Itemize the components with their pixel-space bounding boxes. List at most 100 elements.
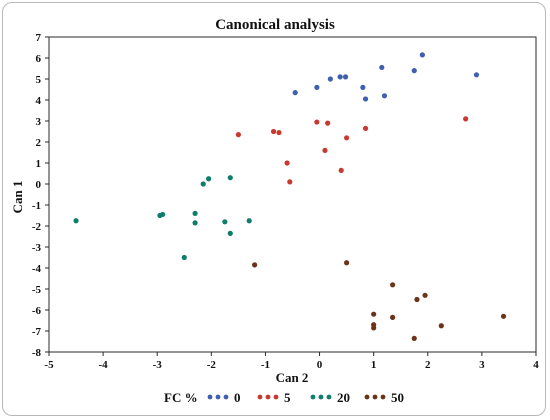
y-tick-label: -2 xyxy=(32,221,42,233)
y-tick-label: 1 xyxy=(36,158,42,170)
data-point xyxy=(390,282,396,288)
data-point xyxy=(360,84,366,90)
legend: FC % 0 5 20 50 xyxy=(164,390,404,405)
data-point xyxy=(322,147,328,153)
legend-marker xyxy=(223,394,229,400)
data-point xyxy=(235,132,241,138)
data-point xyxy=(362,96,369,102)
y-tick-label: 2 xyxy=(36,137,42,149)
y-tick-label: -3 xyxy=(32,242,42,254)
data-point xyxy=(473,72,480,78)
x-tick-label: -2 xyxy=(207,359,217,371)
x-tick-label: -4 xyxy=(99,359,109,371)
data-point xyxy=(379,64,385,71)
data-point xyxy=(270,128,277,135)
data-point xyxy=(227,175,233,181)
data-point xyxy=(414,296,420,303)
legend-marker xyxy=(273,394,279,400)
legend-entry-5: 5 xyxy=(257,390,291,405)
x-tick-label: 0 xyxy=(317,359,323,371)
y-tick-label: 5 xyxy=(36,74,42,86)
series-0 xyxy=(292,52,480,102)
data-point xyxy=(500,313,507,319)
x-tick-label: -1 xyxy=(261,359,270,371)
y-tick-label: 6 xyxy=(36,53,42,65)
x-tick-label: -3 xyxy=(153,359,163,371)
y-tick-label: -1 xyxy=(32,200,41,212)
data-point xyxy=(292,90,298,96)
data-point xyxy=(419,52,425,58)
data-point xyxy=(422,292,428,298)
y-tick-label: 0 xyxy=(36,179,42,191)
data-point xyxy=(381,93,388,99)
x-tick-label: 1 xyxy=(371,359,377,371)
legend-marker xyxy=(380,394,386,400)
legend-marker xyxy=(215,394,221,400)
plot-area xyxy=(48,36,537,353)
data-point xyxy=(246,218,252,224)
legend-title: FC % xyxy=(164,390,198,405)
data-point xyxy=(342,74,349,80)
data-point xyxy=(327,76,333,82)
data-points xyxy=(73,52,507,341)
data-point xyxy=(222,219,228,225)
data-point xyxy=(371,311,377,317)
data-point xyxy=(314,119,320,125)
x-axis: -5 -4 -3 -2 -1 0 1 2 3 4 xyxy=(44,352,539,371)
data-point xyxy=(463,116,469,122)
legend-marker xyxy=(265,394,271,400)
data-point xyxy=(314,84,320,90)
legend-marker xyxy=(257,394,263,400)
y-tick-label: 4 xyxy=(36,95,42,107)
legend-marker xyxy=(207,394,213,400)
data-point xyxy=(411,68,417,74)
data-point xyxy=(338,167,344,173)
data-point xyxy=(438,323,444,329)
y-axis-label: Can 1 xyxy=(10,181,25,214)
data-point xyxy=(362,125,369,131)
data-point xyxy=(181,254,187,261)
chart-frame xyxy=(2,2,546,416)
data-point xyxy=(192,220,198,226)
legend-marker xyxy=(310,394,316,400)
x-tick-label: -5 xyxy=(44,359,54,371)
data-point xyxy=(252,262,258,268)
data-point xyxy=(276,129,282,136)
series-5 xyxy=(235,116,469,185)
legend-entry-50: 50 xyxy=(364,390,404,405)
x-tick-label: 3 xyxy=(479,359,485,371)
y-tick-label: -7 xyxy=(32,326,42,338)
y-tick-label: 3 xyxy=(36,116,42,128)
series-50 xyxy=(252,260,507,341)
y-tick-label: 7 xyxy=(36,32,42,44)
x-tick-label: 4 xyxy=(533,359,539,371)
data-point xyxy=(73,218,79,224)
data-point xyxy=(227,230,233,236)
data-point xyxy=(287,179,293,185)
legend-marker xyxy=(326,394,332,400)
legend-label: 50 xyxy=(391,390,404,405)
data-point xyxy=(284,160,290,166)
data-point xyxy=(344,260,350,266)
data-point xyxy=(206,176,212,182)
legend-marker xyxy=(364,394,370,400)
chart-title: Canonical analysis xyxy=(215,17,335,33)
legend-label: 5 xyxy=(284,390,291,405)
series-20 xyxy=(73,175,252,261)
data-point xyxy=(337,74,343,80)
y-axis: 7 6 5 4 3 2 1 0 -1 -2 -3 -4 -5 -6 -7 -8 xyxy=(32,32,49,359)
legend-marker xyxy=(318,394,324,400)
legend-entry-20: 20 xyxy=(310,390,350,405)
legend-entry-0: 0 xyxy=(207,390,241,405)
y-tick-label: -5 xyxy=(32,284,42,296)
data-point xyxy=(344,135,350,141)
y-tick-label: -8 xyxy=(32,347,42,359)
data-point xyxy=(390,314,396,320)
x-axis-label: Can 2 xyxy=(276,370,309,385)
data-point xyxy=(411,335,417,341)
data-point xyxy=(200,181,206,187)
data-point xyxy=(160,211,166,218)
legend-label: 20 xyxy=(337,390,350,405)
data-point xyxy=(192,210,198,216)
